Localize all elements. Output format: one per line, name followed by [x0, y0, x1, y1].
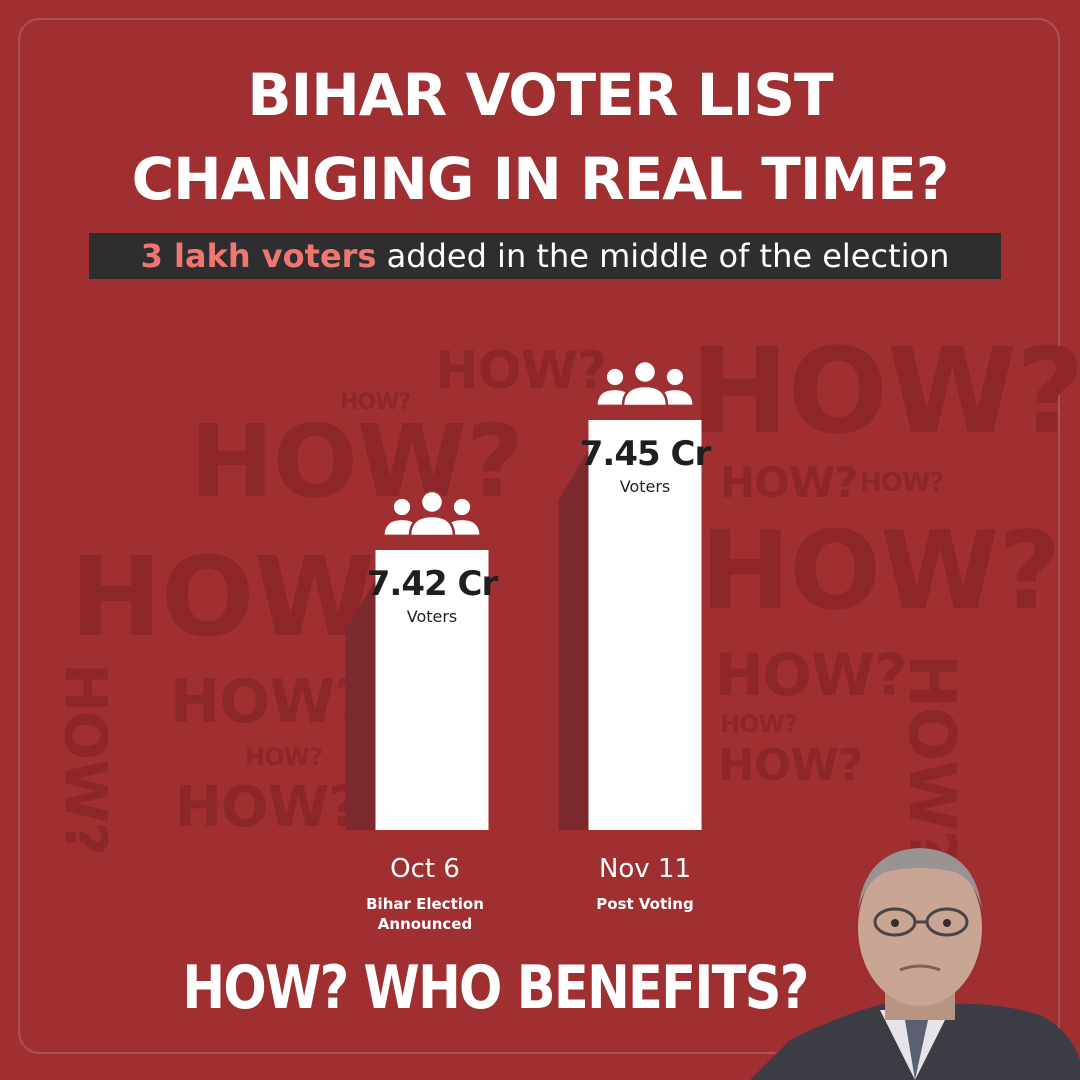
bg-word: HOW? — [715, 641, 907, 709]
subtitle-background — [89, 233, 1001, 279]
category-note: Post Voting — [596, 895, 693, 913]
category-note: Announced — [378, 915, 472, 933]
title-line-1: BIHAR VOTER LIST — [247, 61, 833, 129]
bar-shadow — [558, 450, 589, 830]
bg-word: HOW? — [170, 667, 369, 737]
unit-label: Voters — [620, 477, 671, 496]
bg-word: HOW? — [700, 509, 1061, 634]
category-note: Bihar Election — [366, 895, 484, 913]
bg-word: HOW? — [720, 458, 859, 507]
subtitle-highlight: 3 lakh voters — [140, 237, 377, 275]
bg-word: HOW? — [435, 341, 607, 401]
bg-word: HOW? — [860, 468, 945, 498]
subtitle-text: added in the middle of the election — [376, 237, 950, 275]
unit-label: Voters — [407, 607, 458, 626]
bar-shadow — [345, 580, 376, 830]
bg-word: HOW? — [340, 390, 411, 415]
bg-word: HOW? — [690, 322, 1080, 460]
bottom-headline: HOW? WHO BENEFITS? — [182, 953, 809, 1023]
bg-word: HOW? — [245, 743, 323, 771]
people-group-icon — [595, 359, 695, 408]
value-label: 7.42 Cr — [367, 564, 499, 604]
bg-word: HOW? — [718, 740, 863, 791]
bg-word: HOW? — [190, 403, 524, 520]
border-frame — [18, 18, 1060, 1054]
title-line-2: CHANGING IN REAL TIME? — [131, 145, 950, 213]
people-group-icon — [382, 489, 482, 538]
value-label: 7.45 Cr — [580, 434, 712, 474]
subtitle: 3 lakh voters added in the middle of the… — [89, 233, 1001, 279]
category-label: Oct 6 — [390, 854, 460, 884]
person-photo — [750, 848, 1080, 1080]
bar — [588, 420, 702, 830]
bg-word: HOW? — [720, 710, 798, 738]
bg-word: HOW? — [175, 775, 361, 840]
bar — [375, 550, 489, 830]
category-label: Nov 11 — [599, 854, 691, 884]
